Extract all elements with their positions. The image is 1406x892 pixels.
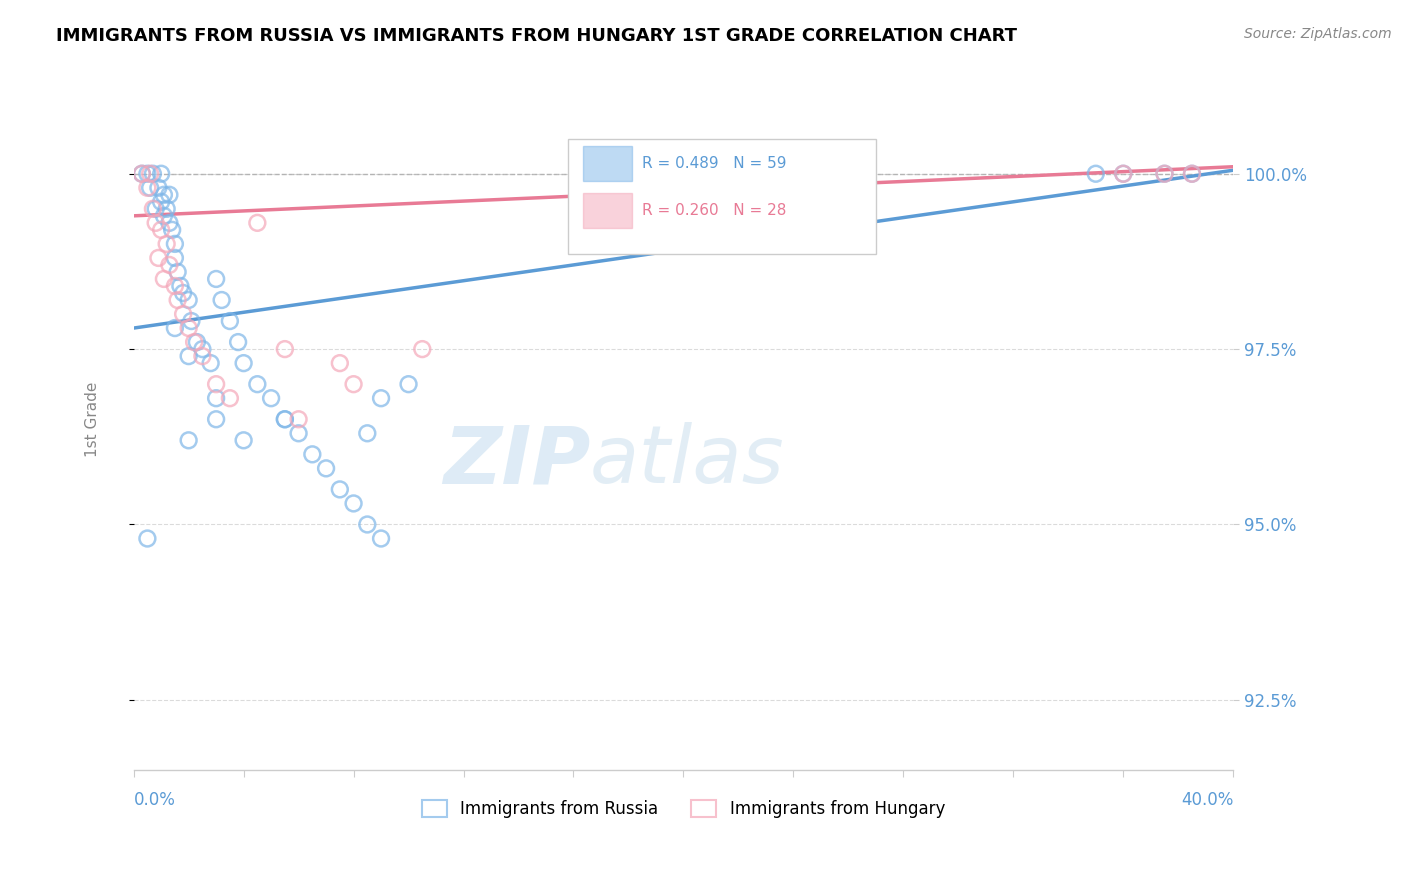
Text: R = 0.489   N = 59: R = 0.489 N = 59 bbox=[641, 156, 786, 171]
Point bbox=[177, 349, 200, 363]
Point bbox=[163, 251, 186, 265]
Point bbox=[226, 335, 249, 350]
Point bbox=[191, 349, 214, 363]
Point bbox=[153, 209, 176, 223]
Point bbox=[163, 236, 186, 251]
Point bbox=[398, 377, 420, 392]
Point bbox=[274, 342, 297, 356]
Point bbox=[177, 321, 200, 335]
FancyBboxPatch shape bbox=[583, 145, 631, 181]
Point bbox=[148, 181, 170, 195]
Point bbox=[205, 272, 228, 286]
Point bbox=[186, 335, 208, 350]
Text: IMMIGRANTS FROM RUSSIA VS IMMIGRANTS FROM HUNGARY 1ST GRADE CORRELATION CHART: IMMIGRANTS FROM RUSSIA VS IMMIGRANTS FRO… bbox=[56, 27, 1017, 45]
FancyBboxPatch shape bbox=[568, 138, 876, 254]
Point bbox=[205, 391, 228, 405]
Point bbox=[142, 167, 165, 181]
Point bbox=[301, 447, 323, 461]
Point bbox=[156, 236, 179, 251]
Point bbox=[150, 167, 173, 181]
Point bbox=[356, 426, 378, 441]
Point bbox=[166, 293, 188, 307]
Point bbox=[200, 356, 222, 370]
Point bbox=[136, 532, 159, 546]
Point bbox=[191, 342, 214, 356]
Point bbox=[131, 167, 153, 181]
Point bbox=[172, 285, 194, 300]
Point bbox=[274, 412, 297, 426]
Text: Source: ZipAtlas.com: Source: ZipAtlas.com bbox=[1244, 27, 1392, 41]
Point bbox=[246, 377, 269, 392]
Point bbox=[218, 314, 240, 328]
Point bbox=[157, 216, 180, 230]
Point bbox=[145, 216, 167, 230]
Point bbox=[211, 293, 233, 307]
Point bbox=[148, 251, 170, 265]
Legend: Immigrants from Russia, Immigrants from Hungary: Immigrants from Russia, Immigrants from … bbox=[415, 793, 952, 825]
Point bbox=[1084, 167, 1107, 181]
Point bbox=[260, 391, 283, 405]
Point bbox=[142, 202, 165, 216]
Point bbox=[150, 223, 173, 237]
Point bbox=[342, 496, 364, 510]
Text: R = 0.260   N = 28: R = 0.260 N = 28 bbox=[641, 203, 786, 218]
Point bbox=[274, 412, 297, 426]
Point bbox=[153, 187, 176, 202]
Point bbox=[156, 202, 179, 216]
Text: ZIP: ZIP bbox=[443, 422, 591, 500]
Point bbox=[183, 335, 205, 350]
Point bbox=[329, 483, 352, 497]
Point bbox=[232, 356, 254, 370]
Point bbox=[370, 532, 392, 546]
Text: 40.0%: 40.0% bbox=[1181, 791, 1233, 809]
Point bbox=[1181, 167, 1204, 181]
Point bbox=[287, 426, 309, 441]
Point bbox=[205, 412, 228, 426]
Point bbox=[315, 461, 337, 475]
Text: atlas: atlas bbox=[591, 422, 785, 500]
Point bbox=[356, 517, 378, 532]
Point bbox=[411, 342, 433, 356]
Point bbox=[177, 293, 200, 307]
Point bbox=[1153, 167, 1175, 181]
FancyBboxPatch shape bbox=[583, 193, 631, 228]
Point bbox=[329, 356, 352, 370]
Point bbox=[1112, 167, 1135, 181]
Point bbox=[246, 216, 269, 230]
Point bbox=[160, 223, 183, 237]
Point bbox=[205, 377, 228, 392]
Point bbox=[169, 279, 191, 293]
Point bbox=[370, 391, 392, 405]
Point bbox=[166, 265, 188, 279]
Point bbox=[136, 167, 159, 181]
Point bbox=[150, 194, 173, 209]
Point bbox=[218, 391, 240, 405]
Point bbox=[139, 167, 162, 181]
Point bbox=[177, 434, 200, 448]
Text: 0.0%: 0.0% bbox=[134, 791, 176, 809]
Point bbox=[157, 258, 180, 272]
Point bbox=[163, 279, 186, 293]
Point bbox=[172, 307, 194, 321]
Point bbox=[1153, 167, 1175, 181]
Point bbox=[163, 321, 186, 335]
Point bbox=[232, 434, 254, 448]
Point bbox=[157, 187, 180, 202]
Point bbox=[145, 202, 167, 216]
Point bbox=[139, 181, 162, 195]
Point bbox=[131, 167, 153, 181]
Point bbox=[136, 181, 159, 195]
Text: 1st Grade: 1st Grade bbox=[84, 382, 100, 457]
Point bbox=[1112, 167, 1135, 181]
Point bbox=[342, 377, 364, 392]
Point bbox=[153, 272, 176, 286]
Point bbox=[287, 412, 309, 426]
Point bbox=[180, 314, 202, 328]
Point bbox=[1181, 167, 1204, 181]
